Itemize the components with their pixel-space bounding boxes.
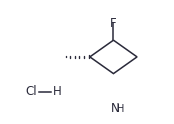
Text: H: H: [117, 104, 125, 114]
Text: H: H: [53, 85, 62, 98]
Text: Cl: Cl: [25, 85, 37, 98]
Text: F: F: [110, 17, 117, 30]
Text: N: N: [111, 102, 120, 115]
